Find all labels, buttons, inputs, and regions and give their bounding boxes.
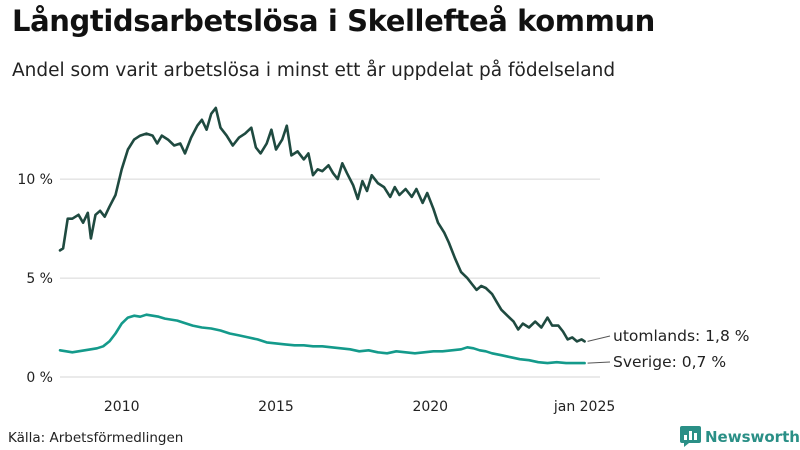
end-label-connector	[587, 361, 611, 364]
chart-title: Långtidsarbetslösa i Skellefteå kommun	[12, 4, 655, 38]
line-chart: 0 % 5 % 10 % 2010 2015 2020 jan 2025 utomland…	[17, 106, 749, 415]
chart-subtitle: Andel som varit arbetslösa i minst ett å…	[12, 60, 616, 81]
y-tick-label: 5 %	[26, 271, 53, 287]
series-end-labels: utomlands: 1,8 % Sverige: 0,7 %	[587, 327, 749, 371]
y-axis-labels: 0 % 5 % 10 %	[17, 172, 53, 386]
series-line-utomlands	[58, 106, 586, 343]
y-tick-label: 10 %	[17, 172, 53, 188]
series-lines	[58, 106, 586, 365]
end-label-connector	[587, 335, 611, 342]
y-tick-label: 0 %	[26, 370, 53, 386]
x-tick-label: 2015	[258, 399, 294, 415]
x-tick-label: jan 2025	[553, 399, 615, 415]
end-label-utomlands: utomlands: 1,8 %	[613, 327, 749, 345]
newsworthy-logo: Newsworthy	[680, 426, 800, 447]
source-note: Källa: Arbetsförmedlingen	[8, 430, 184, 446]
x-tick-label: 2020	[412, 399, 448, 415]
end-label-sverige: Sverige: 0,7 %	[613, 353, 726, 371]
x-axis-labels: 2010 2015 2020 jan 2025	[104, 399, 615, 415]
grid-lines	[60, 178, 600, 378]
series-line-sverige	[58, 313, 586, 365]
x-tick-label: 2010	[104, 399, 140, 415]
bar-chart-icon	[680, 426, 701, 447]
brand-name: Newsworthy	[705, 427, 800, 446]
